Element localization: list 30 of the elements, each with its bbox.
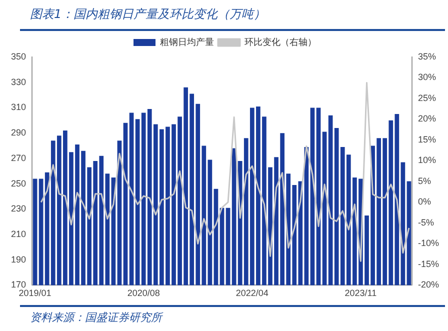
y-tick-label: 330	[10, 76, 26, 87]
y-tick-label: 230	[10, 204, 26, 214]
y-tick-label: 290	[10, 128, 26, 138]
legend-label: 环比变化（右轴）	[244, 36, 316, 47]
x-tick-label: 2020/08	[127, 288, 160, 298]
legend-label: 粗钢日均产量	[160, 36, 214, 47]
y-tick-label: 210	[10, 228, 26, 239]
y2-tick-label: -20%	[418, 280, 440, 290]
y2-tick-label: -10%	[418, 238, 440, 248]
x-tick-label: 2023/11	[344, 288, 377, 298]
y2-tick-label: 10%	[418, 155, 436, 166]
y-tick-label: 170	[10, 280, 26, 290]
y2-tick-label: 0%	[418, 196, 432, 207]
chart-title: 图表1：国内粗钢日产量及环比变化（万吨）	[30, 6, 266, 23]
y-tick-label: 190	[10, 254, 26, 264]
text: 资料来源：国盛证券研究所	[30, 310, 162, 325]
y2-tick-label: 35%	[418, 51, 436, 62]
y2-tick-label: -15%	[418, 258, 440, 269]
y-tick-label: 310	[10, 102, 26, 112]
x-tick-label: 2019/01	[18, 288, 52, 298]
y2-tick-label: 5%	[418, 176, 432, 186]
y-tick-label: 270	[10, 152, 26, 163]
y2-tick-label: -5%	[418, 217, 434, 228]
y-tick-label: 250	[10, 178, 26, 188]
y-tick-label: 350	[10, 51, 26, 62]
y2-tick-label: 25%	[418, 92, 436, 103]
x-tick-label: 2022/04	[236, 288, 268, 298]
y2-tick-label: 15%	[418, 134, 436, 144]
y2-tick-label: 30%	[418, 72, 436, 82]
y2-tick-label: 20%	[418, 114, 436, 124]
